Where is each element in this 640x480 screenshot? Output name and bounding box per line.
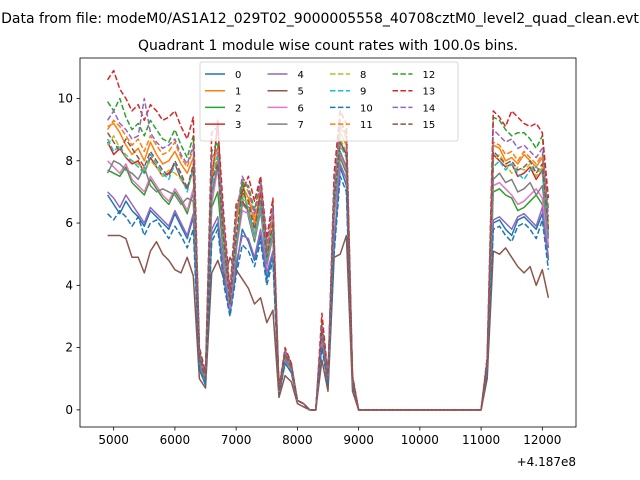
x-tick-label: 8000: [282, 433, 313, 447]
series-line-11: [106, 119, 550, 411]
legend-label-2: 2: [235, 103, 241, 114]
x-tick-label: 10000: [401, 433, 439, 447]
legend-label-0: 0: [235, 70, 241, 81]
legend-label-3: 3: [235, 120, 241, 131]
y-tick-label: 4: [65, 278, 73, 292]
x-tick-label: 9000: [343, 433, 374, 447]
legend-label-9: 9: [360, 87, 366, 98]
legend-label-1: 1: [235, 87, 241, 98]
series-line-10: [107, 175, 550, 411]
x-axis: 5000 6000 7000 8000 9000 10000 11000 12000: [98, 427, 561, 447]
series-line-15: [106, 132, 550, 411]
legend-label-14: 14: [423, 103, 436, 114]
plot-area: 5000 6000 7000 8000 9000 10000 11000 12000 0 2 4 6…: [58, 57, 577, 469]
legend-label-15: 15: [423, 120, 436, 131]
legend-label-13: 13: [423, 87, 436, 98]
x-tick-label: 7000: [221, 433, 252, 447]
figure-suptitle: Data from file: modeM0/AS1A12_029T02_900…: [1, 11, 639, 27]
legend-label-12: 12: [423, 70, 436, 81]
x-offset-label: +4.187e8: [517, 455, 576, 469]
legend-label-8: 8: [360, 70, 366, 81]
legend-label-5: 5: [298, 87, 304, 98]
y-tick-label: 2: [65, 341, 73, 355]
y-tick-label: 6: [65, 216, 73, 230]
series-layer: [106, 69, 550, 411]
x-tick-label: 6000: [160, 433, 191, 447]
x-tick-label: 5000: [98, 433, 129, 447]
legend-label-10: 10: [360, 103, 373, 114]
legend-label-4: 4: [298, 70, 304, 81]
legend-box: [199, 61, 459, 142]
legend-label-7: 7: [298, 120, 304, 131]
x-tick-label: 11000: [462, 433, 500, 447]
y-tick-label: 10: [58, 91, 73, 105]
legend-label-6: 6: [298, 103, 304, 114]
y-tick-label: 0: [65, 403, 73, 417]
y-axis: 0 2 4 6 8 10: [58, 91, 80, 417]
axes-spines: [79, 57, 577, 428]
legend-label-11: 11: [360, 120, 373, 131]
y-tick-label: 8: [65, 154, 73, 168]
x-tick-label: 12000: [523, 433, 561, 447]
chart-title: Quadrant 1 module wise count rates with …: [138, 38, 518, 54]
